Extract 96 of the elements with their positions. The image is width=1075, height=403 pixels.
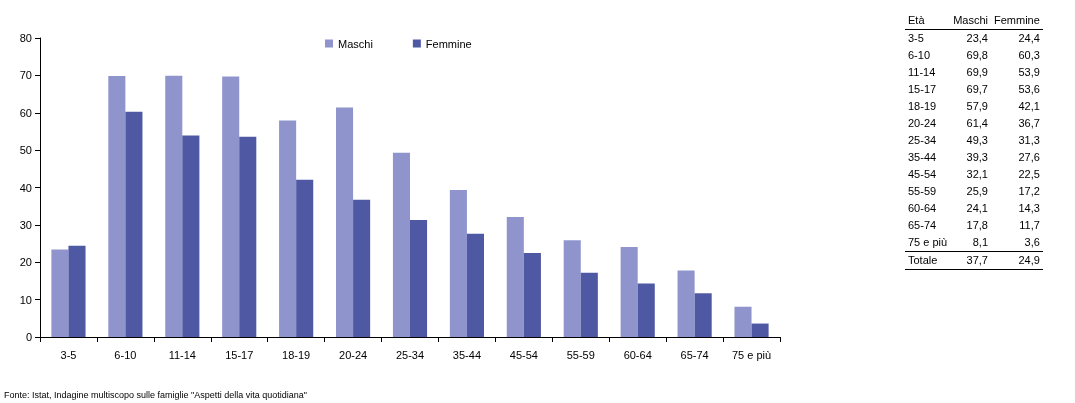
legend-label: Maschi	[338, 37, 373, 50]
x-tick-label: 60-64	[623, 348, 652, 361]
bar	[182, 135, 200, 337]
text: 17,8	[966, 219, 988, 231]
text: 53,9	[1018, 66, 1040, 78]
text: 24,1	[966, 202, 988, 214]
y-tick-label: 0	[25, 331, 32, 343]
bar	[637, 283, 655, 337]
bar	[466, 233, 484, 337]
text: 69,7	[966, 83, 988, 95]
category-label: 65-74	[908, 219, 937, 231]
category-label: 60-64	[908, 202, 937, 214]
text: 24,9	[1018, 254, 1040, 266]
bar	[165, 75, 183, 337]
text: 25,9	[966, 185, 988, 197]
bar	[336, 107, 354, 337]
x-tick-label: 75 e più	[731, 348, 772, 361]
category-label: 75 e più	[908, 236, 948, 248]
text: Età	[905, 12, 951, 30]
text: 53,6	[1018, 83, 1040, 95]
x-tick-label: 25-34	[395, 348, 425, 361]
bar	[563, 240, 581, 337]
bar	[68, 245, 86, 337]
y-tick-label: 30	[19, 218, 32, 231]
x-tick-label: 55-59	[566, 348, 595, 361]
bar	[506, 217, 524, 337]
text: 49,3	[966, 134, 988, 146]
bar	[353, 199, 371, 337]
category-label: 45-54	[908, 168, 937, 180]
y-tick-label: 10	[19, 293, 32, 306]
legend-label: Femmine	[425, 37, 472, 50]
bar	[449, 190, 467, 337]
text: 31,3	[1018, 134, 1040, 146]
category-label: 25-34	[908, 134, 937, 146]
text: 17,2	[1018, 185, 1040, 197]
x-tick-label: 11-14	[168, 348, 196, 361]
bar	[108, 76, 126, 337]
y-tick-label: 50	[19, 144, 32, 157]
text: 57,9	[966, 100, 988, 112]
bar	[51, 249, 69, 337]
text: 39,3	[966, 151, 988, 163]
text: 36,7	[1018, 117, 1040, 129]
y-tick-label: 20	[19, 256, 32, 269]
text: 69,9	[966, 66, 988, 78]
source-note: Fonte: Istat, Indagine multiscopo sulle famiglie "Aspetti della vita quotidiana"	[4, 390, 308, 400]
category-label: Maschi	[950, 12, 991, 30]
text: 61,4	[966, 117, 988, 129]
bar	[239, 136, 257, 337]
y-tick-label: 70	[19, 69, 32, 82]
text: 32,1	[966, 168, 988, 180]
x-tick-label: 15-17	[225, 348, 254, 361]
text: 11,7	[1019, 219, 1040, 231]
category-label: 35-44	[908, 151, 937, 163]
bar	[392, 152, 410, 337]
bar	[410, 220, 428, 337]
text: 8,1	[972, 236, 988, 248]
text: 24,4	[1018, 32, 1040, 44]
category-label: 18-19	[908, 100, 937, 112]
bar	[734, 306, 752, 337]
text: 22,5	[1018, 168, 1040, 180]
category-label: 20-24	[908, 117, 937, 129]
bar	[580, 272, 598, 337]
text: 60,3	[1018, 49, 1040, 61]
bar	[222, 76, 240, 337]
category-label: 15-17	[908, 83, 937, 95]
text: 27,6	[1018, 151, 1040, 163]
category-label: 6-10	[908, 49, 931, 61]
y-tick-label: 60	[19, 106, 32, 119]
bar	[751, 323, 769, 337]
bar	[296, 179, 314, 337]
text: 3,6	[1024, 236, 1040, 248]
bar	[279, 120, 297, 337]
bar	[125, 111, 143, 337]
x-tick-label: 3-5	[60, 348, 77, 361]
category-label: 3-5	[908, 32, 924, 44]
x-tick-label: 6-10	[114, 348, 137, 361]
x-tick-label: 35-44	[452, 348, 481, 361]
x-tick-label: 18-19	[282, 348, 311, 361]
text: 23,4	[966, 32, 988, 44]
text: 37,7	[966, 254, 988, 266]
text: 69,8	[966, 49, 988, 61]
bar	[677, 270, 695, 337]
category-label: 55-59	[908, 185, 937, 197]
bar	[694, 293, 712, 337]
text: 42,1	[1018, 100, 1040, 112]
y-tick-label: 40	[19, 181, 32, 194]
category-label: Totale	[908, 254, 938, 266]
text: 14,3	[1018, 202, 1040, 214]
x-tick-label: 65-74	[680, 348, 709, 361]
category-label: Femmine	[991, 12, 1043, 30]
x-tick-label: 45-54	[509, 348, 538, 361]
bar	[620, 246, 638, 337]
category-label: 11-14	[908, 66, 936, 78]
x-tick-label: 20-24	[339, 348, 368, 361]
bar	[523, 252, 541, 337]
y-tick-label: 80	[19, 32, 32, 44]
